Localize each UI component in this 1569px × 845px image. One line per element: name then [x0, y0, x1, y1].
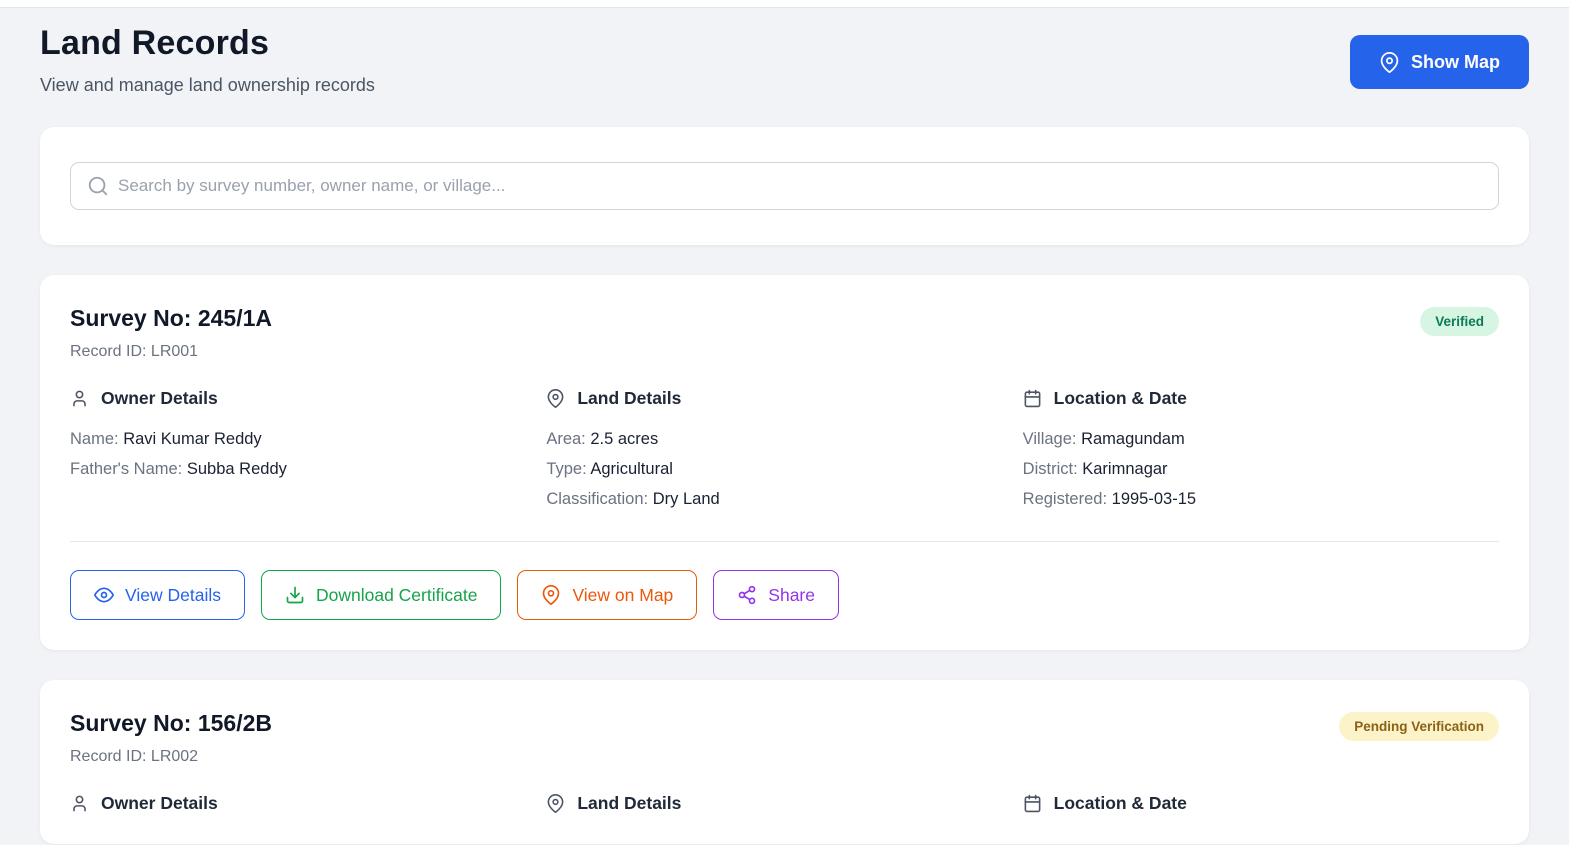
map-pin-icon	[546, 794, 565, 813]
search-input[interactable]	[70, 162, 1499, 210]
location-date-section: Location & Date Village: Ramagundam Dist…	[1023, 388, 1499, 514]
owner-details-section: Owner Details Name: Ravi Kumar Reddy Fat…	[70, 388, 546, 514]
survey-number-title: Survey No: 156/2B	[70, 710, 272, 736]
detail-row: Father's Name: Subba Reddy	[70, 460, 287, 478]
record-id: Record ID: LR001	[70, 343, 199, 360]
search-card	[40, 127, 1529, 245]
user-icon	[70, 794, 89, 813]
page-header: Land Records View and manage land owners…	[40, 24, 1529, 96]
detail-row: Classification: Dry Land	[546, 490, 720, 508]
view-details-button[interactable]: View Details	[70, 570, 245, 620]
status-badge: Pending Verification	[1339, 712, 1499, 741]
map-pin-icon	[541, 585, 561, 605]
land-details-section: Land Details	[546, 793, 1022, 814]
record-card: Survey No: 245/1A Record ID: LR001 Verif…	[40, 275, 1529, 650]
button-label: View Details	[125, 584, 221, 605]
land-details-section: Land Details Area: 2.5 acres Type: Agric…	[546, 388, 1022, 514]
user-icon	[70, 389, 89, 408]
detail-row: District: Karimnagar	[1022, 460, 1168, 478]
top-bar	[0, 0, 1569, 8]
section-title: Land Details	[577, 793, 682, 813]
show-map-button[interactable]: Show Map	[1350, 35, 1529, 89]
section-title: Land Details	[577, 388, 682, 408]
button-label: Share	[768, 584, 815, 605]
location-date-section: Location & Date	[1023, 793, 1499, 814]
record-card: Survey No: 156/2B Record ID: LR002 Pendi…	[40, 680, 1529, 844]
download-certificate-button[interactable]: Download Certificate	[260, 570, 502, 620]
divider	[70, 541, 1499, 542]
button-label: View on Map	[572, 584, 674, 605]
detail-row: Registered: 1995-03-15	[1022, 490, 1197, 508]
share-icon	[737, 585, 757, 605]
calendar-icon	[1023, 794, 1042, 813]
detail-row: Area: 2.5 acres	[546, 430, 659, 448]
calendar-icon	[1023, 389, 1042, 408]
section-title: Location & Date	[1053, 793, 1187, 813]
section-title: Owner Details	[101, 388, 218, 408]
view-on-map-button[interactable]: View on Map	[517, 570, 698, 620]
share-button[interactable]: Share	[713, 570, 839, 620]
section-title: Location & Date	[1053, 388, 1187, 408]
map-pin-icon	[546, 389, 565, 408]
status-badge: Verified	[1420, 307, 1499, 336]
map-pin-icon	[1379, 51, 1400, 73]
page-subtitle: View and manage land ownership records	[40, 75, 375, 95]
detail-row: Type: Agricultural	[546, 460, 673, 478]
detail-row: Village: Ramagundam	[1022, 430, 1185, 448]
page-title: Land Records	[40, 24, 270, 62]
download-icon	[285, 585, 305, 605]
survey-number-title: Survey No: 245/1A	[70, 305, 272, 331]
section-title: Owner Details	[101, 793, 218, 813]
show-map-label: Show Map	[1411, 51, 1500, 72]
eye-icon	[94, 585, 114, 605]
record-id: Record ID: LR002	[70, 748, 199, 765]
owner-details-section: Owner Details	[70, 793, 546, 814]
detail-row: Name: Ravi Kumar Reddy	[70, 430, 262, 448]
button-label: Download Certificate	[315, 584, 478, 605]
